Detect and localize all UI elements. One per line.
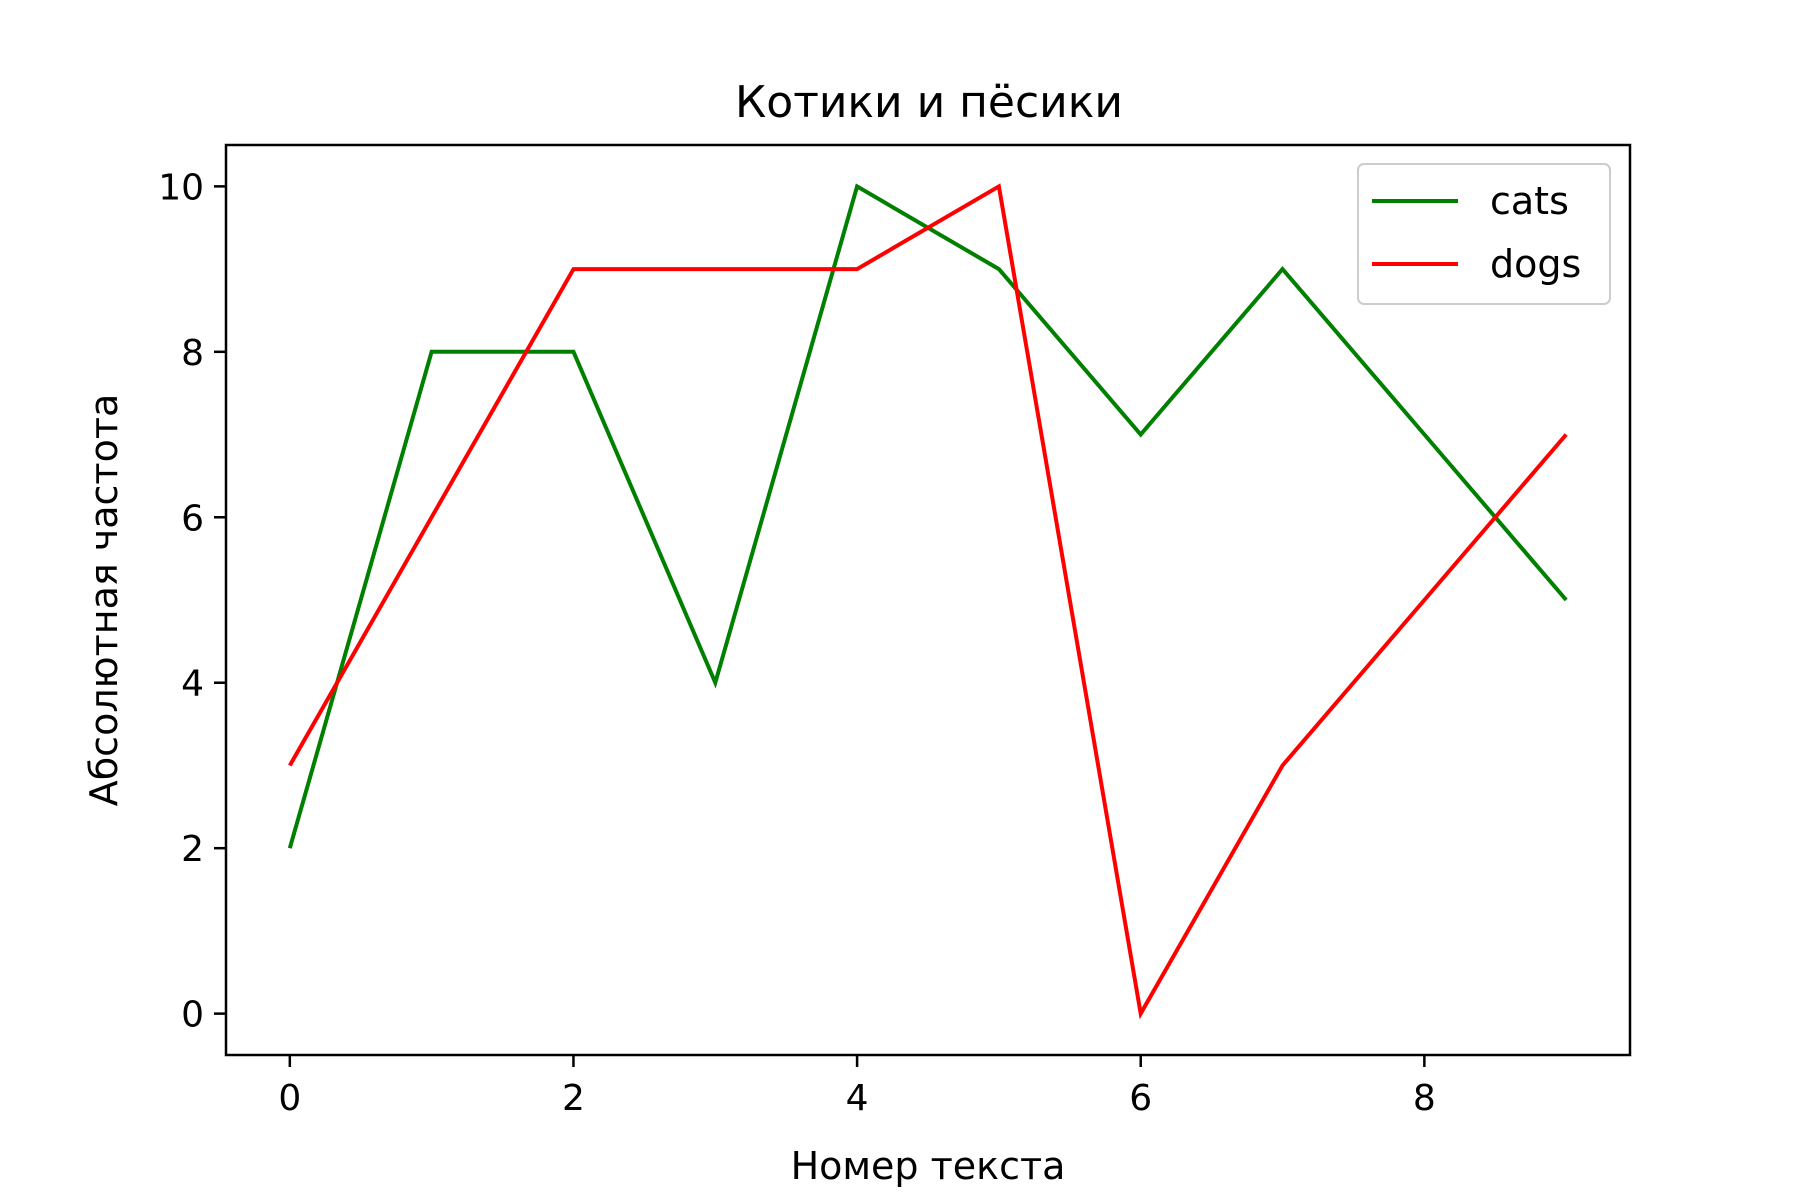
y-tick-label: 6 bbox=[181, 498, 204, 539]
y-axis-label: Абсолютная частота bbox=[82, 394, 126, 807]
x-tick-label: 4 bbox=[846, 1078, 869, 1119]
legend-label-dogs: dogs bbox=[1490, 242, 1581, 286]
x-axis: 0 2 4 6 8 bbox=[278, 1055, 1436, 1119]
y-axis: 0 2 4 6 8 10 bbox=[158, 167, 226, 1036]
x-tick-label: 2 bbox=[562, 1078, 585, 1119]
legend-label-cats: cats bbox=[1490, 179, 1569, 223]
x-tick-label: 6 bbox=[1129, 1078, 1152, 1119]
series-line-dogs bbox=[288, 183, 1568, 1020]
x-tick-label: 8 bbox=[1413, 1078, 1436, 1119]
y-tick-label: 8 bbox=[181, 333, 204, 374]
x-axis-label: Номер текста bbox=[791, 1144, 1066, 1188]
series-lines bbox=[287, 183, 1568, 1020]
y-tick-label: 2 bbox=[181, 829, 204, 870]
legend: cats dogs bbox=[1357, 163, 1611, 305]
x-tick-label: 0 bbox=[278, 1078, 301, 1119]
plot-area: 0 2 4 6 8 0 2 4 6 8 10 bbox=[158, 143, 1632, 1119]
chart-title: Котики и пёсики bbox=[735, 77, 1123, 128]
y-tick-label: 10 bbox=[158, 167, 204, 208]
y-tick-label: 0 bbox=[181, 995, 204, 1036]
y-tick-label: 4 bbox=[181, 664, 204, 705]
plot-frame bbox=[224, 143, 1632, 1057]
